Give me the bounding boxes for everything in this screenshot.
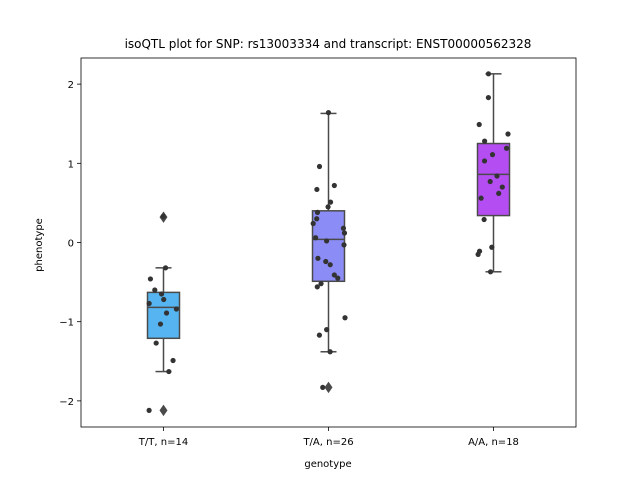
data-point [494,173,500,179]
data-point [315,255,321,261]
data-point [324,238,330,244]
plot-area: −2 −1 0 1 2 T/T, n=14 T/A, n=26 A/A, n=18 [59,57,577,448]
data-point [505,131,511,137]
data-point [489,244,495,250]
data-point [160,213,166,219]
data-point [327,199,334,205]
data-point [481,216,487,223]
data-point [173,306,179,312]
data-point [152,287,158,293]
x-tick-label: T/A, n=26 [302,437,353,448]
data-point [316,332,323,338]
data-point [485,94,492,101]
data-point [342,315,348,321]
data-point [313,235,319,241]
data-point [146,300,152,307]
data-point [487,178,493,185]
y-tick-label: 2 [68,80,74,91]
data-point [318,281,324,287]
data-point [482,138,488,144]
x-axis-label: genotype [304,459,351,470]
data-point [147,276,154,282]
data-point [310,220,316,227]
box-iqr [311,210,346,283]
data-point [475,251,481,257]
x-tick-label: A/A, n=18 [468,437,519,448]
data-point [478,195,484,201]
data-point [327,262,333,268]
outlier-marker [159,404,168,417]
x-tick-label: T/T, n=14 [138,437,188,448]
data-point [158,291,165,297]
data-point [161,296,167,303]
y-tick-label: −2 [59,397,74,408]
data-point [341,230,348,236]
data-point [163,310,170,316]
data-point [323,258,329,265]
y-tick-label: 0 [68,239,74,250]
y-tick-label: 1 [68,159,74,170]
data-point [314,216,320,222]
data-point [485,71,492,77]
outlier-marker [324,381,333,394]
data-point [499,184,505,190]
data-point [314,186,320,193]
data-point [476,121,482,128]
data-point [325,110,332,116]
data-point [340,225,347,231]
data-point [153,340,159,346]
data-point [314,209,321,216]
data-point [335,275,341,281]
data-point [170,357,176,364]
data-point [489,152,496,158]
data-point [166,368,172,375]
data-point [327,349,333,355]
data-point [481,158,488,164]
data-point [503,145,510,151]
data-point [146,407,152,413]
data-point [316,163,323,170]
data-point [341,242,347,248]
data-point [314,284,320,290]
y-tick-label: −1 [59,318,74,329]
data-point [157,321,164,327]
data-point [496,190,502,197]
data-point [320,384,326,391]
data-point [324,327,330,333]
data-point [162,265,169,271]
data-point [325,204,331,210]
data-point [331,182,337,189]
chart-title: isoQTL plot for SNP: rs13003334 and tran… [125,37,532,51]
data-point [487,269,494,275]
data-point [331,272,337,278]
y-axis-label: phenotype [34,218,45,272]
